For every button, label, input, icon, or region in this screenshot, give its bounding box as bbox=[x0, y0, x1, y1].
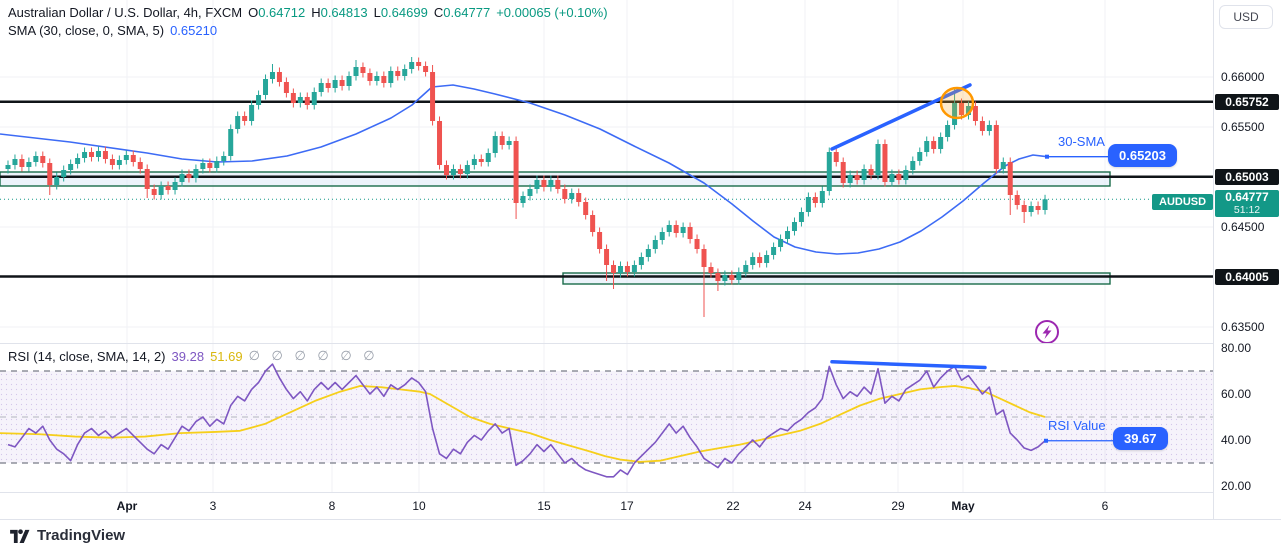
time-tick: May bbox=[951, 499, 975, 513]
candlestick-series bbox=[5, 57, 1048, 317]
circle-annotation bbox=[939, 86, 975, 120]
price-trendline bbox=[830, 83, 972, 151]
lightning-bolt-icon[interactable] bbox=[1035, 320, 1059, 343]
currency-toggle-button[interactable]: USD bbox=[1219, 5, 1273, 29]
ohlc-high: H0.64813 bbox=[311, 5, 368, 20]
rsi-ma-legend-value: 51.69 bbox=[210, 348, 243, 364]
rsi-line bbox=[7, 363, 1046, 478]
time-tick: 15 bbox=[537, 499, 551, 513]
rsi-trendline bbox=[830, 360, 987, 370]
price-axis[interactable]: 0.66000 0.65500 0.64500 0.63500 80.00 60.00 40… bbox=[1213, 0, 1281, 519]
price-tick: 0.65500 bbox=[1221, 120, 1265, 134]
sma-end-marker bbox=[1045, 154, 1049, 159]
price-tick: 0.64500 bbox=[1221, 220, 1265, 234]
rsi-legend-name: RSI (14, close, SMA, 14, 2) bbox=[8, 348, 166, 364]
price-axis-badge: 0.64005 bbox=[1215, 268, 1279, 285]
rsi-value-badge[interactable]: 39.67 bbox=[1113, 427, 1168, 450]
ohlc-low: L0.64699 bbox=[373, 5, 428, 20]
time-tick: 29 bbox=[891, 499, 905, 513]
symbol-legend[interactable]: Australian Dollar / U.S. Dollar, 4h, FXC… bbox=[8, 5, 608, 20]
sma-legend-value: 0.65210 bbox=[170, 23, 218, 38]
price-zone bbox=[562, 272, 1111, 285]
rsi-pane[interactable] bbox=[0, 343, 1213, 492]
ohlc-close: C0.64777 bbox=[433, 5, 491, 20]
price-zone bbox=[0, 171, 1111, 187]
time-tick: 6 bbox=[1101, 499, 1109, 513]
price-axis-badge: 0.64777 51:12 bbox=[1215, 190, 1279, 218]
rsi-tick: 80.00 bbox=[1221, 341, 1252, 355]
price-chart-pane[interactable] bbox=[0, 0, 1213, 343]
time-tick: 24 bbox=[798, 499, 812, 513]
rsi-end-marker bbox=[1044, 438, 1048, 443]
time-axis[interactable]: Apr 3 8 10 15 17 22 24 29 May 6 bbox=[0, 492, 1213, 520]
ohlc-open: O0.64712 bbox=[248, 5, 306, 20]
tradingview-logo-icon[interactable] bbox=[10, 527, 31, 544]
sma30-line bbox=[0, 84, 1048, 255]
sma-legend[interactable]: SMA (30, close, 0, SMA, 5) 0.65210 bbox=[8, 23, 217, 38]
footer-bar: TradingView bbox=[0, 519, 1281, 551]
rsi-tick: 60.00 bbox=[1221, 387, 1252, 401]
pane-separator[interactable] bbox=[0, 343, 1213, 344]
price-axis-badge: 0.65003 bbox=[1215, 168, 1279, 185]
time-tick: 8 bbox=[328, 499, 336, 513]
tradingview-brand-text[interactable]: TradingView bbox=[37, 527, 126, 544]
time-tick: 22 bbox=[726, 499, 740, 513]
rsi-tick: 20.00 bbox=[1221, 479, 1252, 493]
rsi-legend-empty-slots: ∅ ∅ ∅ ∅ ∅ ∅ bbox=[248, 348, 379, 363]
time-tick: 3 bbox=[209, 499, 217, 513]
rsi-sma-line bbox=[0, 385, 1046, 463]
rsi-legend-value: 39.28 bbox=[171, 348, 205, 364]
price-axis-badge: 0.65752 bbox=[1215, 93, 1279, 110]
symbol-price-tag: AUDUSD bbox=[1152, 194, 1214, 210]
rsi-tick: 40.00 bbox=[1221, 433, 1252, 447]
price-tick: 0.63500 bbox=[1221, 320, 1265, 334]
rsi-legend[interactable]: RSI (14, close, SMA, 14, 2) 39.28 51.69 … bbox=[8, 348, 379, 364]
time-tick: 10 bbox=[412, 499, 426, 513]
sma-line-label: 30-SMA bbox=[1058, 134, 1105, 149]
time-tick: Apr bbox=[116, 499, 138, 513]
time-tick: 17 bbox=[620, 499, 634, 513]
sma-price-badge[interactable]: 0.65203 bbox=[1108, 144, 1177, 167]
sma-legend-name: SMA (30, close, 0, SMA, 5) bbox=[8, 23, 165, 38]
symbol-title: Australian Dollar / U.S. Dollar, 4h, FXC… bbox=[8, 5, 243, 20]
rsi-value-label: RSI Value bbox=[1048, 418, 1106, 433]
price-change: +0.00065 (+0.10%) bbox=[496, 5, 608, 20]
price-tick: 0.66000 bbox=[1221, 70, 1265, 84]
